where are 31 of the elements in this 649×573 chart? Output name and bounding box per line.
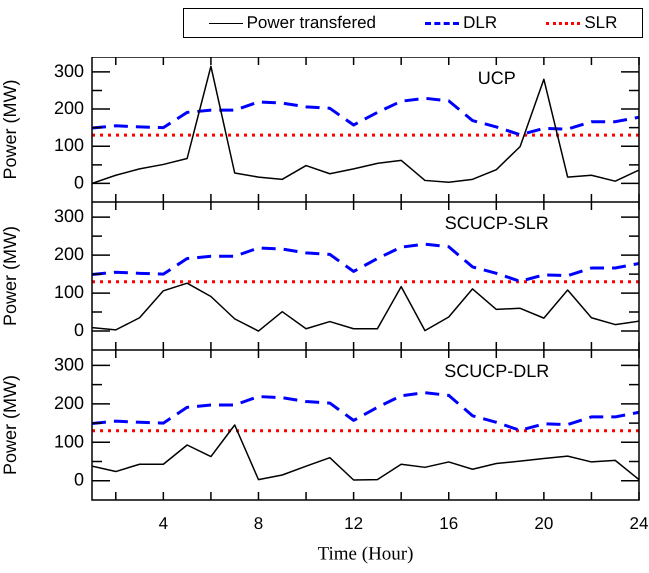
y-tick-label: 200 [54,392,84,413]
x-tick-label: 4 [158,514,168,533]
y-tick-label: 200 [54,98,84,118]
y-tick-label: 100 [54,135,84,156]
x-tick-label: 12 [344,514,364,533]
x-tick-label: 8 [254,514,264,533]
x-tick-label: 24 [630,514,648,533]
x-tick-label: 20 [534,514,554,533]
legend-label: SLR [584,13,618,33]
y-axis-title: Power (MW) [0,375,20,475]
y-axis-title: Power (MW) [0,226,20,326]
legend-label: DLR [463,13,498,33]
y-tick-label: 0 [74,470,84,490]
y-tick-label: 200 [54,244,84,264]
x-axis-title: Time (Hour) [318,544,414,565]
annotation: SCUCP-DLR [444,360,550,381]
legend-label: Power transfered [246,13,376,33]
y-axis-title: Power (MW) [0,80,20,180]
annotation: SCUCP-SLR [444,212,549,233]
y-tick-label: 0 [74,172,84,192]
y-tick-label: 300 [54,206,84,226]
y-tick-label: 300 [54,354,84,374]
y-tick-label: 100 [54,431,84,452]
y-tick-label: 100 [54,282,84,302]
y-tick-label: 0 [74,320,84,340]
y-tick-label: 300 [54,60,84,81]
line-series [92,242,639,283]
annotation: UCP [478,68,516,88]
x-tick-label: 16 [439,514,458,533]
line-series [92,391,639,432]
line-series [92,96,639,136]
